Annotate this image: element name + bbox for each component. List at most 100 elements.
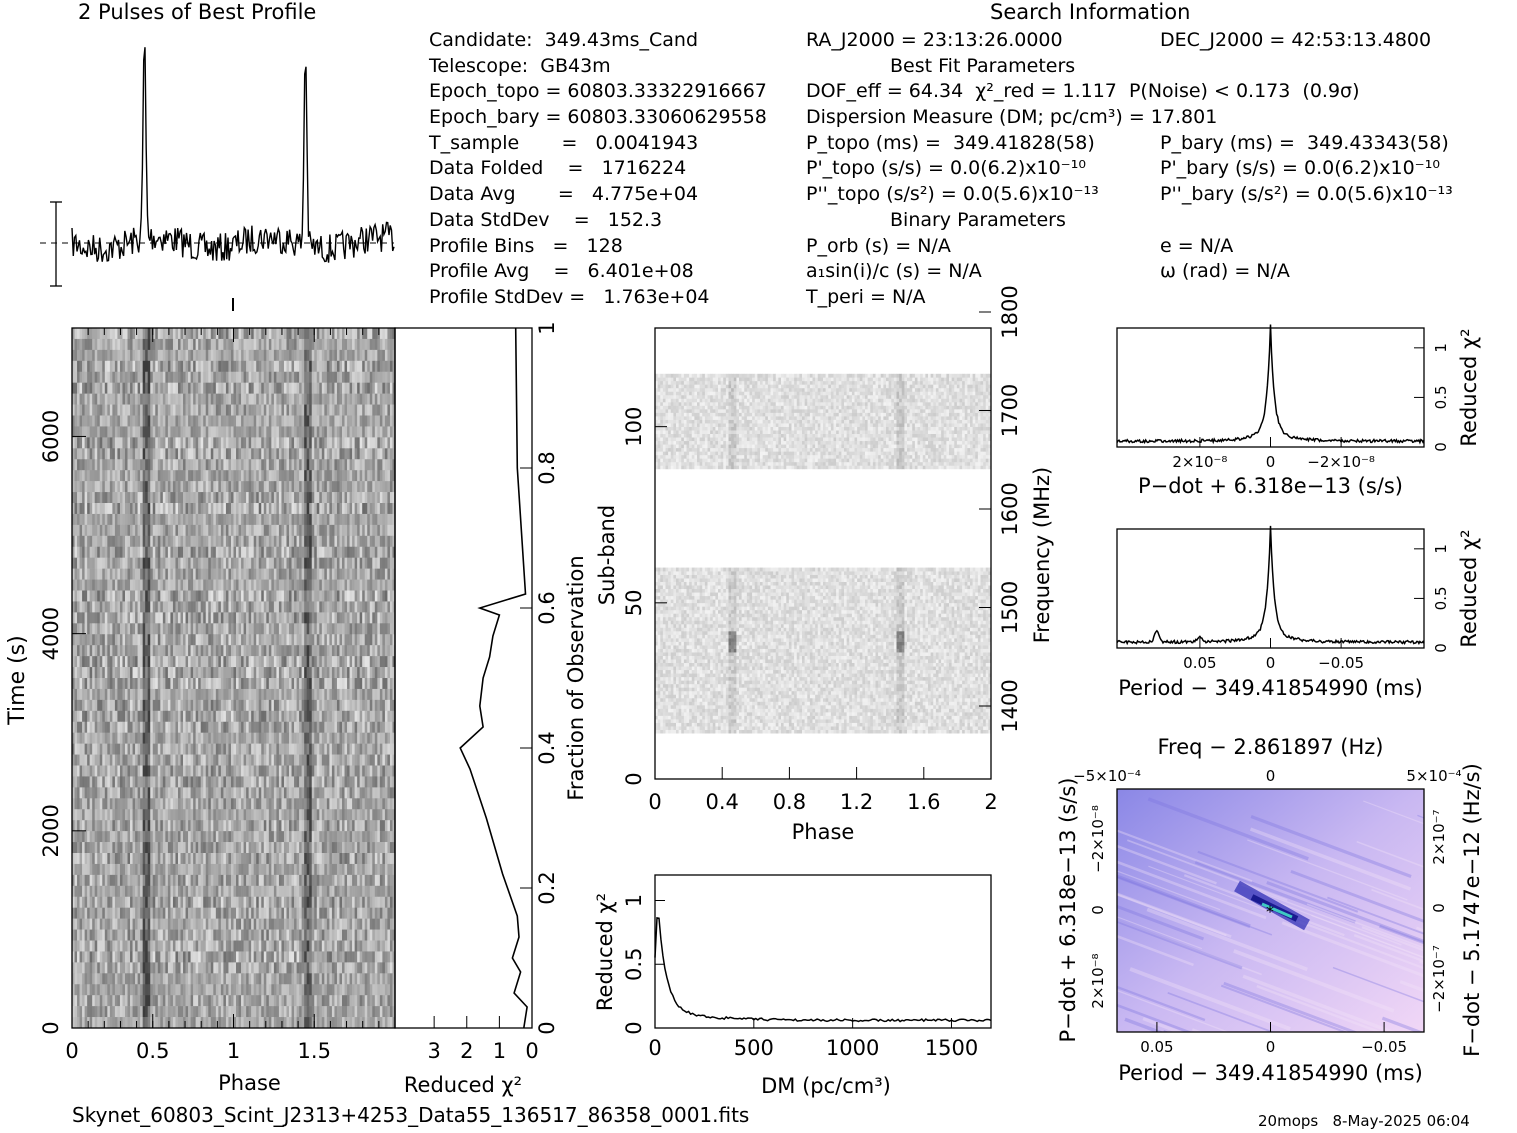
pixel: [301, 437, 305, 449]
pixel: [190, 415, 194, 427]
pixel: [198, 612, 201, 624]
pixel: [329, 415, 333, 427]
pixel: [230, 459, 234, 471]
pixel: [311, 634, 315, 646]
pixel: [334, 535, 338, 548]
pixel: [389, 667, 393, 679]
pixel: [160, 601, 164, 613]
pixel: [266, 535, 270, 548]
pixel: [324, 382, 328, 394]
pixel: [107, 710, 111, 723]
pixel: [319, 426, 323, 438]
pixel: [215, 743, 219, 755]
pixel: [155, 360, 159, 373]
pixel: [309, 710, 313, 723]
pixel: [124, 656, 128, 668]
pixel: [185, 371, 189, 383]
pixel: [155, 623, 159, 635]
pixel: [97, 503, 101, 515]
pixel: [208, 448, 212, 460]
pixel: [127, 448, 131, 460]
pixel: [339, 568, 343, 580]
pixel: [198, 513, 201, 526]
pixel: [135, 404, 138, 416]
pixel: [294, 459, 297, 471]
pixel: [112, 568, 116, 580]
pixel: [258, 546, 262, 558]
pixel: [379, 634, 383, 646]
pixel: [278, 645, 282, 657]
pixel: [228, 568, 232, 580]
pixel: [334, 678, 338, 690]
pixel: [188, 459, 191, 471]
pixel: [253, 732, 257, 744]
pixel: [258, 382, 262, 394]
pixel: [130, 699, 133, 712]
pixel: [359, 382, 363, 394]
pixel: [339, 579, 343, 591]
pixel: [94, 393, 98, 405]
pixel: [367, 360, 371, 373]
pixel: [326, 645, 330, 657]
pixel: [84, 699, 88, 712]
pixel: [246, 481, 249, 493]
pixel: [79, 349, 83, 362]
pixel: [97, 415, 101, 427]
pixel: [261, 470, 265, 482]
pixel: [152, 721, 156, 733]
pixel: [114, 623, 118, 635]
pixel: [230, 601, 234, 613]
pixel: [344, 524, 348, 537]
pixel: [198, 360, 201, 373]
pixel: [372, 557, 376, 569]
pixel: [266, 513, 270, 526]
pixel: [180, 524, 184, 537]
pixel: [109, 360, 113, 373]
pixel: [294, 349, 297, 362]
pixel: [278, 328, 282, 340]
pixel: [334, 459, 338, 471]
pixel: [359, 513, 363, 526]
pixel: [119, 349, 123, 362]
pixel: [263, 678, 267, 690]
pixel: [130, 338, 133, 351]
pixel: [208, 371, 212, 383]
pixel: [200, 590, 204, 602]
pixel: [294, 503, 297, 515]
pixel: [203, 426, 207, 438]
pixel: [246, 371, 249, 383]
pixel: [331, 437, 335, 449]
pixel: [188, 623, 191, 635]
pixel: [387, 590, 391, 602]
pixel: [359, 415, 363, 427]
pixel: [210, 699, 214, 712]
pixel: [301, 710, 305, 723]
pixel: [281, 338, 285, 351]
pixel: [357, 437, 360, 449]
pixel: [294, 743, 297, 755]
pixel: [271, 623, 275, 635]
pixel: [309, 601, 313, 613]
pixel: [233, 721, 237, 733]
pixel: [205, 459, 209, 471]
pixel: [289, 535, 292, 548]
pixel: [170, 656, 174, 668]
pixel: [167, 349, 171, 362]
pixel: [311, 535, 315, 548]
pixel: [228, 721, 232, 733]
pixel: [213, 568, 217, 580]
pixel: [258, 470, 262, 482]
pixel: [195, 360, 199, 373]
pixel: [349, 656, 353, 668]
pixel: [177, 437, 181, 449]
pixel: [347, 612, 350, 624]
pixel: [349, 492, 353, 504]
pixel: [389, 513, 393, 526]
pixel: [185, 688, 189, 701]
pixel: [127, 492, 131, 504]
pixel: [150, 568, 154, 580]
pixel: [273, 382, 277, 394]
pixel: [193, 568, 196, 580]
pixel: [319, 656, 323, 668]
pixel: [384, 349, 388, 362]
